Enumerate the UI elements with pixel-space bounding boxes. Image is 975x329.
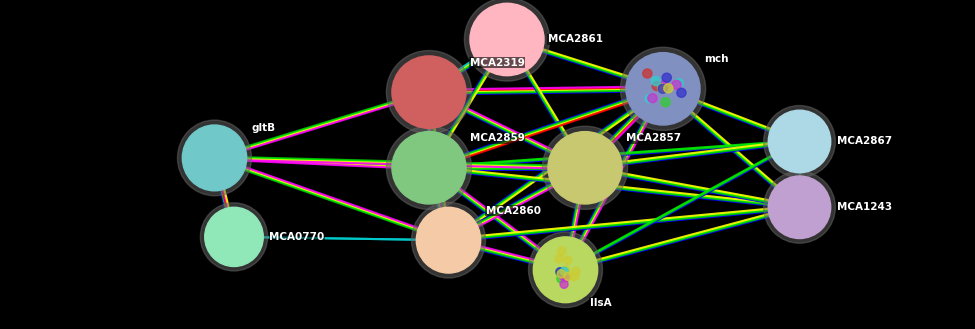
Ellipse shape — [201, 203, 267, 271]
Ellipse shape — [386, 51, 472, 134]
Text: MCA2861: MCA2861 — [548, 35, 603, 44]
Ellipse shape — [386, 126, 472, 209]
Text: gltB: gltB — [252, 123, 276, 133]
Text: MCA0770: MCA0770 — [269, 232, 325, 242]
Ellipse shape — [659, 80, 669, 89]
Ellipse shape — [626, 53, 700, 125]
Ellipse shape — [533, 237, 598, 303]
Ellipse shape — [768, 110, 831, 173]
Ellipse shape — [572, 267, 580, 276]
Ellipse shape — [620, 47, 706, 131]
Ellipse shape — [570, 272, 578, 281]
Text: MCA2319: MCA2319 — [470, 58, 525, 67]
Ellipse shape — [177, 120, 252, 196]
Ellipse shape — [768, 176, 831, 239]
Ellipse shape — [664, 84, 673, 93]
Ellipse shape — [562, 266, 569, 274]
Ellipse shape — [182, 125, 247, 191]
Ellipse shape — [561, 267, 568, 275]
Ellipse shape — [659, 83, 669, 92]
Ellipse shape — [464, 0, 550, 81]
Ellipse shape — [416, 207, 481, 273]
Ellipse shape — [652, 82, 661, 90]
Ellipse shape — [556, 268, 564, 276]
Ellipse shape — [661, 98, 670, 107]
Ellipse shape — [411, 202, 486, 278]
Text: mch: mch — [704, 54, 728, 64]
Ellipse shape — [647, 94, 657, 103]
Ellipse shape — [557, 275, 565, 283]
Ellipse shape — [558, 247, 565, 255]
Ellipse shape — [205, 207, 263, 266]
Ellipse shape — [657, 84, 667, 93]
Ellipse shape — [392, 56, 466, 128]
Ellipse shape — [470, 3, 544, 76]
Ellipse shape — [555, 255, 563, 263]
Text: MCA2867: MCA2867 — [837, 137, 892, 146]
Ellipse shape — [643, 69, 652, 78]
Text: IlsA: IlsA — [590, 298, 611, 308]
Ellipse shape — [645, 94, 654, 103]
Ellipse shape — [564, 256, 571, 264]
Ellipse shape — [560, 280, 568, 288]
Ellipse shape — [658, 84, 667, 93]
Ellipse shape — [557, 270, 565, 278]
Ellipse shape — [560, 272, 567, 280]
Ellipse shape — [542, 126, 628, 209]
Ellipse shape — [564, 272, 572, 280]
Ellipse shape — [763, 106, 836, 177]
Ellipse shape — [677, 88, 686, 97]
Text: MCA1243: MCA1243 — [837, 202, 892, 212]
Ellipse shape — [556, 268, 564, 276]
Text: MCA2859: MCA2859 — [470, 133, 525, 143]
Ellipse shape — [651, 77, 660, 86]
Ellipse shape — [662, 73, 672, 82]
Text: MCA2860: MCA2860 — [486, 206, 540, 215]
Ellipse shape — [392, 132, 466, 204]
Ellipse shape — [548, 132, 622, 204]
Ellipse shape — [562, 273, 569, 282]
Ellipse shape — [763, 171, 836, 243]
Ellipse shape — [674, 79, 683, 88]
Ellipse shape — [528, 232, 603, 308]
Ellipse shape — [672, 80, 682, 89]
Text: MCA2857: MCA2857 — [626, 133, 682, 143]
